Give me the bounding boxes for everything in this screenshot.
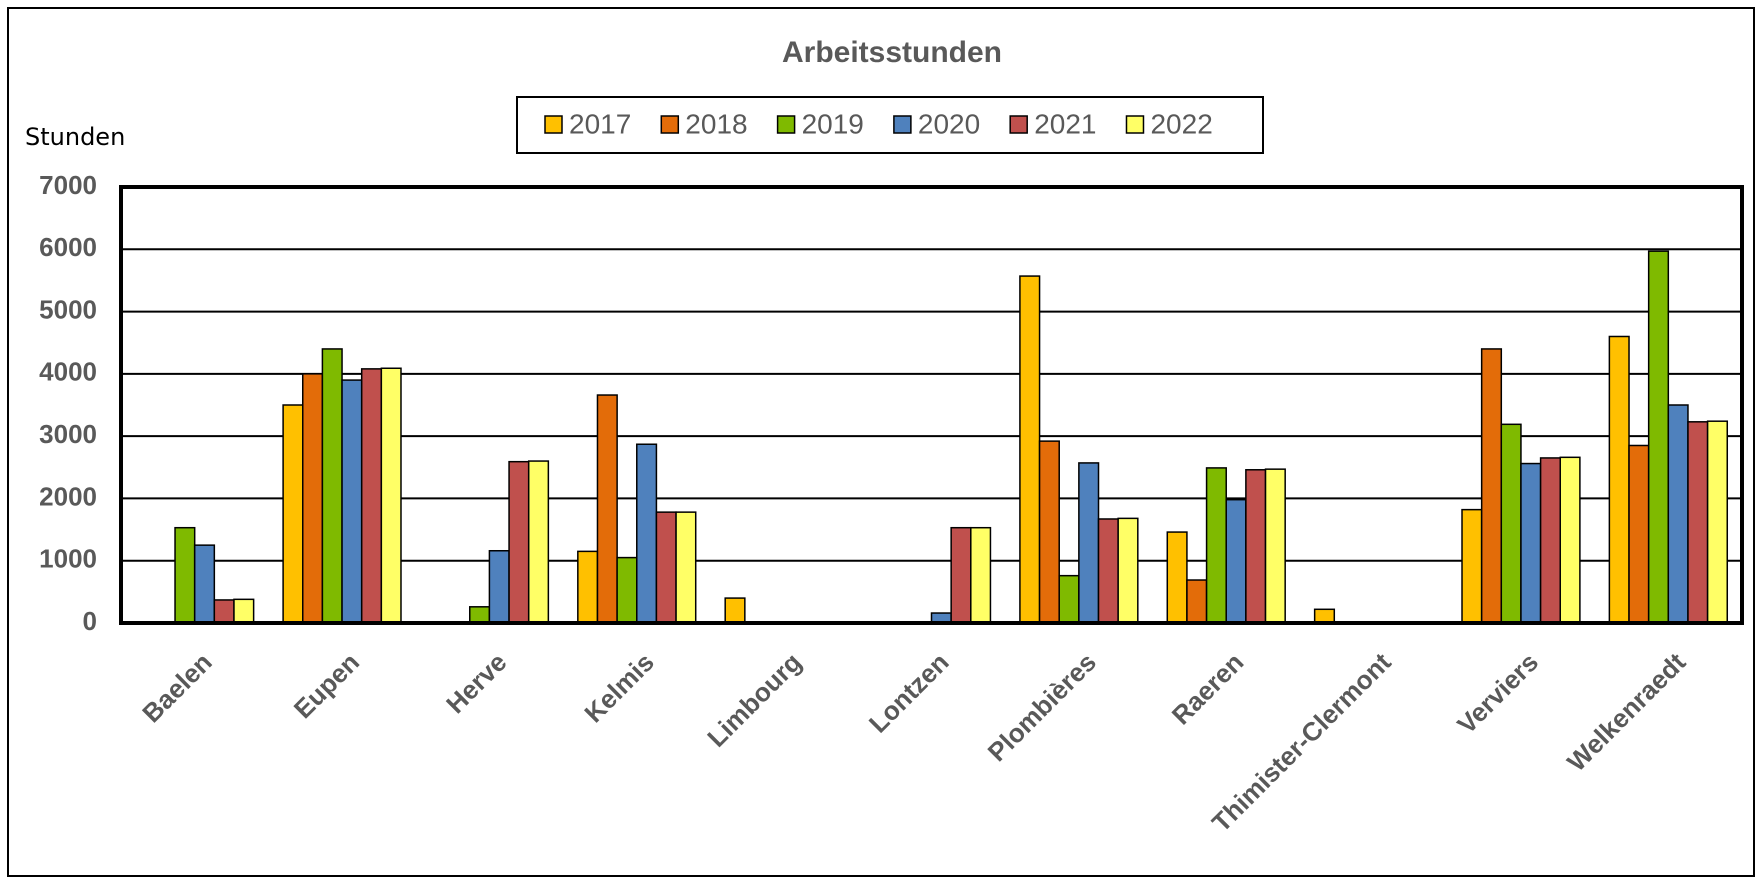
y-tick-label: 7000 — [39, 170, 97, 200]
legend-swatch — [1009, 115, 1028, 134]
legend-label: 2022 — [1150, 108, 1212, 139]
bar — [193, 544, 216, 624]
bar — [1264, 468, 1286, 624]
bar — [1038, 440, 1060, 624]
bar — [1520, 462, 1542, 624]
legend-swatch — [660, 115, 680, 134]
bar — [655, 511, 677, 624]
bar — [1559, 456, 1581, 624]
bar — [321, 348, 343, 624]
bar — [970, 526, 992, 624]
bar — [616, 556, 638, 624]
bar — [233, 598, 255, 624]
bar — [1058, 574, 1080, 624]
bar — [1687, 421, 1709, 624]
y-tick-label: 6000 — [39, 232, 97, 262]
bar — [1097, 518, 1119, 624]
bar — [469, 606, 491, 624]
bar — [724, 597, 746, 624]
bar — [1628, 444, 1650, 624]
legend-label: 2020 — [918, 108, 980, 139]
y-tick-label: 2000 — [39, 481, 97, 511]
y-axis-label: Stunden — [25, 123, 125, 151]
y-tick-label: 4000 — [39, 357, 97, 387]
bar — [1480, 348, 1503, 624]
legend-swatch — [776, 115, 796, 134]
bar — [950, 526, 972, 624]
y-tick-label: 5000 — [39, 294, 97, 324]
bar — [1667, 404, 1689, 624]
bar — [1706, 420, 1729, 624]
chart-title: Arbeitsstunden — [782, 36, 1002, 69]
y-tick-label: 0 — [83, 606, 97, 636]
bar — [1225, 498, 1247, 624]
bar — [360, 368, 383, 624]
y-tick-label: 3000 — [39, 419, 97, 449]
bar — [1019, 275, 1041, 624]
bar — [1539, 457, 1562, 624]
legend-swatch — [544, 115, 563, 134]
bar — [301, 373, 324, 624]
bar — [213, 599, 235, 624]
bar — [527, 460, 550, 624]
bar — [488, 549, 510, 624]
bar — [577, 550, 599, 624]
bar — [380, 367, 402, 624]
plot-border — [119, 185, 1744, 625]
legend-label: 2019 — [802, 108, 864, 139]
legend-swatch — [893, 115, 912, 134]
bar — [675, 511, 697, 624]
bar — [1647, 250, 1670, 624]
legend-label: 2021 — [1034, 108, 1096, 139]
bar — [1078, 462, 1100, 624]
bar — [636, 443, 658, 624]
bar — [174, 526, 196, 624]
legend-label: 2018 — [685, 108, 747, 139]
bar — [1313, 608, 1336, 624]
bar — [1205, 467, 1227, 624]
bar — [1117, 517, 1139, 624]
bar — [1461, 508, 1483, 624]
bar — [508, 460, 530, 624]
bar — [596, 394, 618, 624]
bar — [282, 404, 304, 624]
bar — [1245, 469, 1267, 624]
legend-label: 2017 — [569, 108, 631, 139]
bar — [1186, 579, 1208, 624]
bar — [1608, 335, 1630, 624]
bar — [341, 379, 363, 624]
legend-swatch — [1125, 115, 1145, 134]
bar — [1500, 423, 1522, 624]
y-tick-label: 1000 — [39, 544, 97, 574]
bar — [1166, 531, 1188, 624]
